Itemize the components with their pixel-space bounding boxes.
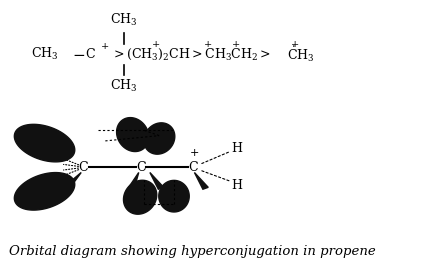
Polygon shape bbox=[128, 172, 139, 189]
Text: $\mathregular{+}$: $\mathregular{+}$ bbox=[203, 39, 212, 48]
Text: $\mathregular{+}$: $\mathregular{+}$ bbox=[151, 39, 160, 48]
Text: $\mathregular{CH_3}$: $\mathregular{CH_3}$ bbox=[110, 12, 138, 28]
Text: $\mathregular{+}$: $\mathregular{+}$ bbox=[290, 39, 299, 48]
Text: C: C bbox=[78, 161, 88, 174]
Text: H: H bbox=[232, 179, 242, 192]
Text: $\mathregular{>(CH_3)_2CH>CH_3CH_2>}$: $\mathregular{>(CH_3)_2CH>CH_3CH_2>}$ bbox=[111, 47, 271, 62]
Text: $\mathregular{CH_3}$: $\mathregular{CH_3}$ bbox=[110, 78, 138, 94]
Text: H: H bbox=[232, 142, 242, 155]
Polygon shape bbox=[195, 172, 208, 189]
Text: Orbital diagram showing hyperconjugation in propene: Orbital diagram showing hyperconjugation… bbox=[9, 245, 376, 258]
Polygon shape bbox=[14, 173, 75, 210]
Text: $\mathregular{\dot{C}H_3}$: $\mathregular{\dot{C}H_3}$ bbox=[287, 44, 314, 64]
Text: C: C bbox=[188, 161, 197, 174]
Text: $\mathregular{+}$: $\mathregular{+}$ bbox=[100, 41, 109, 51]
Polygon shape bbox=[64, 172, 81, 189]
Text: +: + bbox=[190, 148, 199, 158]
Text: $\mathregular{+}$: $\mathregular{+}$ bbox=[231, 39, 240, 48]
Text: $\mathregular{CH_3}$: $\mathregular{CH_3}$ bbox=[31, 46, 59, 62]
Polygon shape bbox=[150, 172, 164, 189]
Text: $\mathregular{-}$: $\mathregular{-}$ bbox=[72, 47, 85, 61]
Text: $\mathregular{C}$: $\mathregular{C}$ bbox=[85, 47, 96, 61]
Polygon shape bbox=[123, 180, 157, 214]
Polygon shape bbox=[14, 124, 75, 162]
Polygon shape bbox=[144, 123, 175, 154]
Text: C: C bbox=[136, 161, 145, 174]
Polygon shape bbox=[159, 180, 189, 212]
Polygon shape bbox=[117, 118, 149, 152]
